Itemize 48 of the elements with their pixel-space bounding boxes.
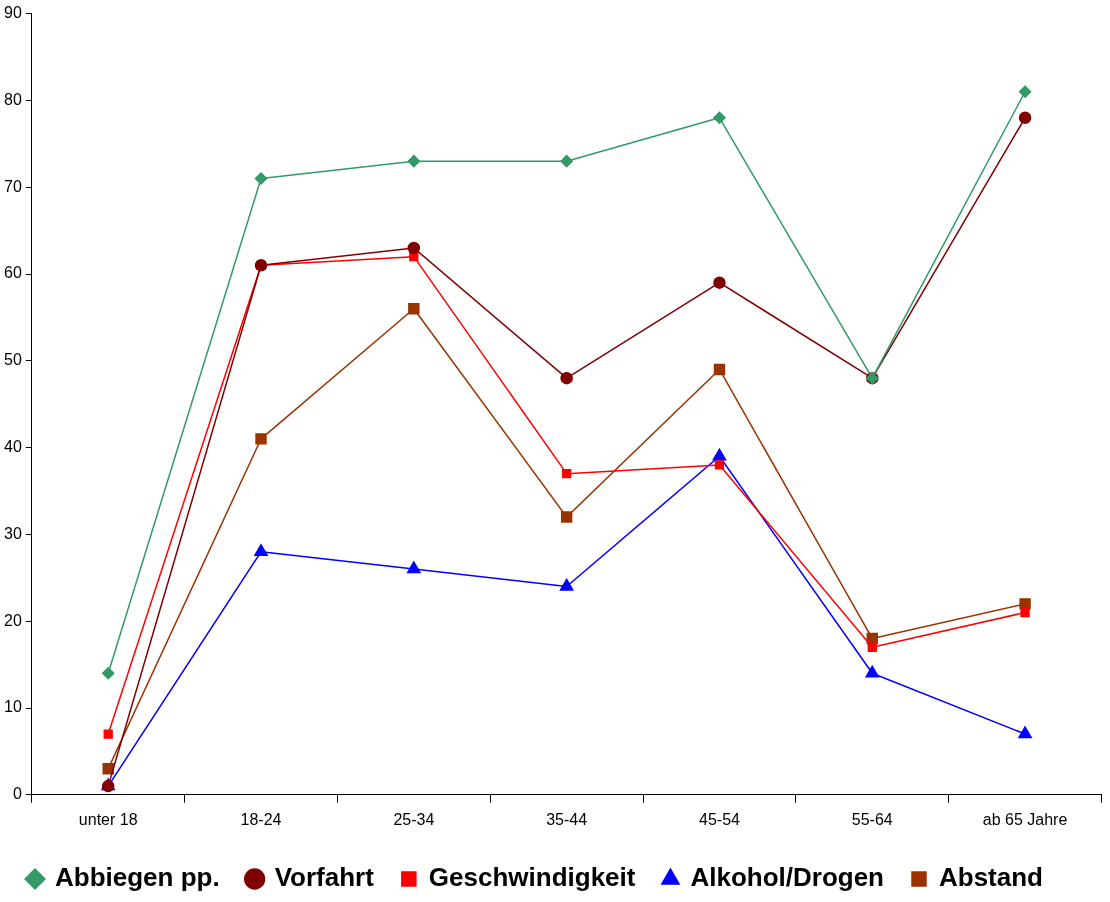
y-tick-label: 0 [12,785,22,803]
point [1019,598,1031,610]
x-tick-label: 25-34 [393,810,435,828]
point [865,665,880,678]
point [408,303,420,315]
y-tick-label: 80 [4,90,22,108]
point [407,154,421,168]
legend-label: Alkohol/Drogen [690,862,885,893]
point [713,111,726,125]
point [254,172,268,185]
x-tick-label: 55-64 [851,810,893,828]
y-tick-label: 90 [4,4,22,22]
point [867,642,877,652]
y-tick-label: 50 [4,351,22,369]
y-tick-label: 10 [4,698,22,716]
point [559,578,574,591]
y-tick-label: 20 [4,611,22,629]
point [714,460,725,470]
point [254,544,268,557]
point [101,667,115,680]
legend-label: Abstand [939,862,1043,893]
point [1018,726,1032,739]
x-tick-label: ab 65 Jahre [982,810,1068,828]
x-tick-label: 45-54 [699,810,741,828]
point [407,561,421,574]
point [560,371,573,385]
point [713,363,726,376]
point [712,448,727,461]
legend-label: Vorfahrt [274,862,375,893]
point [560,154,573,168]
point [713,276,726,289]
point [1018,85,1032,98]
x-tick-label: unter 18 [78,810,138,828]
y-tick-label: 70 [4,177,22,195]
point [255,433,267,445]
legend-label: Geschwindigkeit [428,862,636,893]
y-tick-label: 30 [4,524,22,542]
x-tick-label: 35-44 [546,810,588,828]
point [1018,111,1032,125]
point [562,469,572,479]
y-tick-label: 60 [4,264,22,282]
point [560,511,573,523]
legend-label: Abbiegen pp. [55,862,220,893]
y-tick-label: 40 [4,438,22,456]
point [1020,607,1030,618]
point [103,729,113,739]
point [407,241,421,255]
x-tick-label: 18-24 [240,810,282,828]
